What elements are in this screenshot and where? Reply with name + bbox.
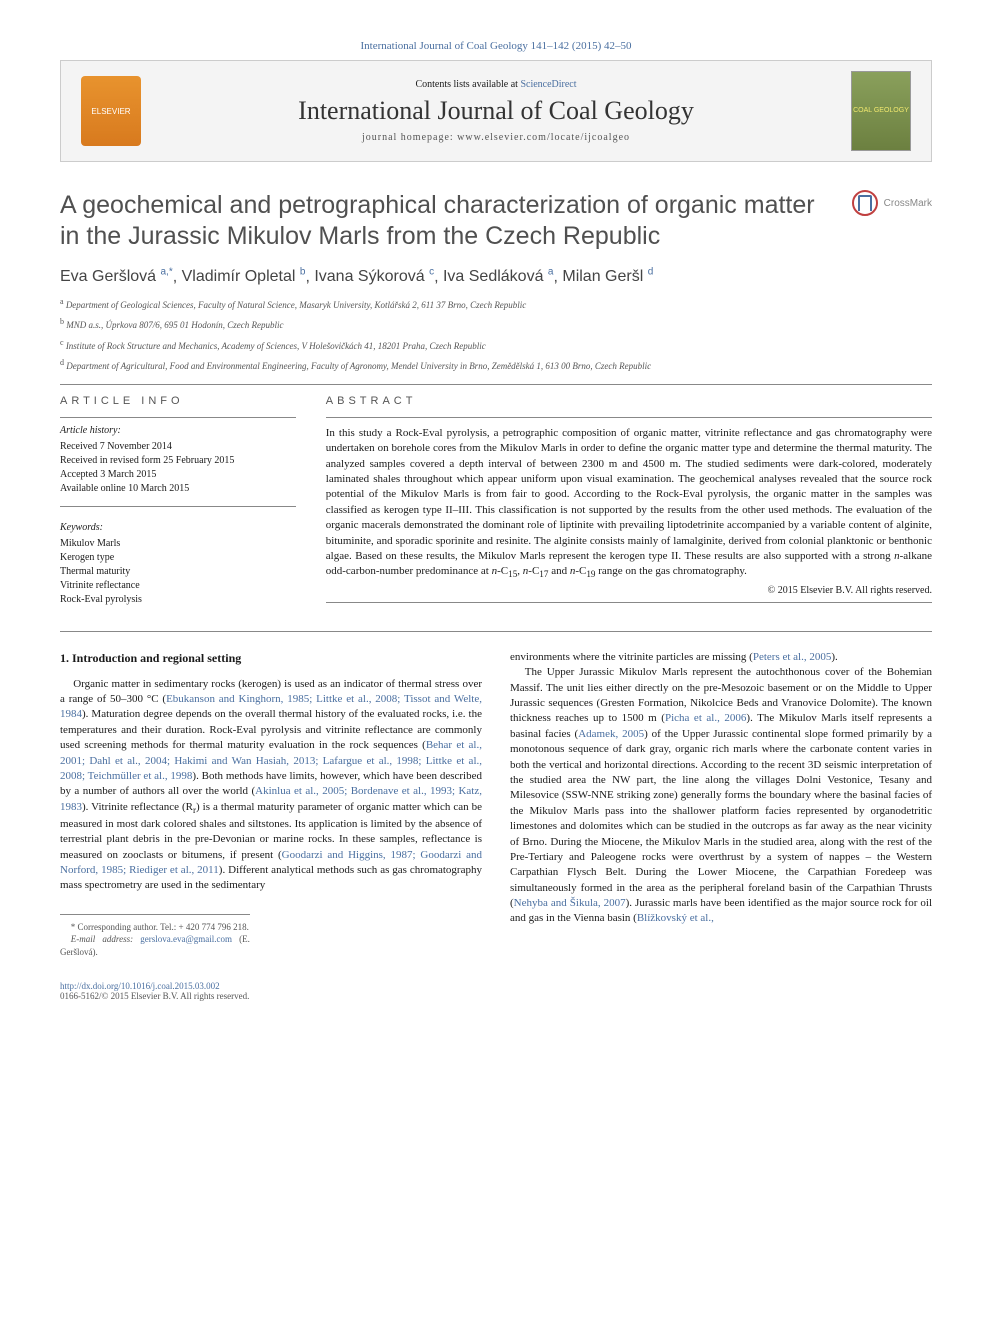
article-info-column: ARTICLE INFO Article history: Received 7… <box>60 395 296 607</box>
author: Iva Sedláková a <box>443 268 554 285</box>
homepage-label: journal homepage: <box>362 132 457 143</box>
keyword: Thermal maturity <box>60 565 296 579</box>
elsevier-logo: ELSEVIER <box>81 76 141 146</box>
crossmark-label: CrossMark <box>884 198 932 209</box>
email-line: E-mail address: gerslova.eva@gmail.com (… <box>60 933 250 958</box>
keywords-label: Keywords: <box>60 521 296 535</box>
divider <box>60 631 932 632</box>
email-link[interactable]: gerslova.eva@gmail.com <box>140 934 232 944</box>
author: Eva Geršlová a,* <box>60 268 173 285</box>
abstract-heading: ABSTRACT <box>326 395 932 407</box>
article-info-heading: ARTICLE INFO <box>60 395 296 407</box>
homepage-url[interactable]: www.elsevier.com/locate/ijcoalgeo <box>457 132 630 143</box>
corresponding-author: * Corresponding author. Tel.: + 420 774 … <box>60 921 250 934</box>
crossmark-badge[interactable]: CrossMark <box>852 190 932 216</box>
article-title: A geochemical and petrographical charact… <box>60 190 832 253</box>
journal-citation: International Journal of Coal Geology 14… <box>60 40 932 52</box>
issn-line: 0166-5162/© 2015 Elsevier B.V. All right… <box>60 991 249 1001</box>
divider <box>60 384 932 385</box>
journal-name: International Journal of Coal Geology <box>141 96 851 126</box>
contents-list-line: Contents lists available at ScienceDirec… <box>141 79 851 90</box>
keyword: Kerogen type <box>60 551 296 565</box>
doi-block: http://dx.doi.org/10.1016/j.coal.2015.03… <box>60 981 932 1001</box>
authors-line: Eva Geršlová a,*, Vladimír Opletal b, Iv… <box>60 267 932 286</box>
body-paragraph: Organic matter in sedimentary rocks (ker… <box>60 677 482 894</box>
abstract-body: In this study a Rock-Eval pyrolysis, a p… <box>326 426 932 582</box>
journal-cover-thumb: COAL GEOLOGY <box>851 71 911 151</box>
keyword: Rock-Eval pyrolysis <box>60 593 296 607</box>
history-item: Accepted 3 March 2015 <box>60 468 296 482</box>
body-column-right: environments where the vitrinite particl… <box>510 650 932 959</box>
crossmark-icon <box>852 190 878 216</box>
history-item: Received in revised form 25 February 201… <box>60 454 296 468</box>
history-item: Received 7 November 2014 <box>60 440 296 454</box>
author: Vladimír Opletal b <box>182 268 306 285</box>
contents-banner: ELSEVIER Contents lists available at Sci… <box>60 60 932 162</box>
affiliation: d Department of Agricultural, Food and E… <box>60 357 932 374</box>
footnotes: * Corresponding author. Tel.: + 420 774 … <box>60 914 250 959</box>
history-label: Article history: <box>60 424 296 438</box>
history-item: Available online 10 March 2015 <box>60 482 296 496</box>
keyword: Vitrinite reflectance <box>60 579 296 593</box>
sciencedirect-link[interactable]: ScienceDirect <box>520 79 576 90</box>
section-heading: 1. Introduction and regional setting <box>60 650 482 667</box>
keyword: Mikulov Marls <box>60 537 296 551</box>
affiliation: c Institute of Rock Structure and Mechan… <box>60 337 932 354</box>
author: Milan Geršl d <box>562 268 653 285</box>
abstract-copyright: © 2015 Elsevier B.V. All rights reserved… <box>326 585 932 596</box>
doi-link[interactable]: http://dx.doi.org/10.1016/j.coal.2015.03… <box>60 981 220 991</box>
affiliation: a Department of Geological Sciences, Fac… <box>60 296 932 313</box>
journal-homepage: journal homepage: www.elsevier.com/locat… <box>141 132 851 143</box>
affiliation: b MND a.s., Úprkova 807/6, 695 01 Hodoní… <box>60 316 932 333</box>
body-column-left: 1. Introduction and regional setting Org… <box>60 650 482 959</box>
author: Ivana Sýkorová c <box>314 268 434 285</box>
abstract-column: ABSTRACT In this study a Rock-Eval pyrol… <box>326 395 932 607</box>
contents-list-label: Contents lists available at <box>415 79 520 90</box>
body-paragraph: environments where the vitrinite particl… <box>510 650 932 927</box>
email-label: E-mail address: <box>71 934 140 944</box>
